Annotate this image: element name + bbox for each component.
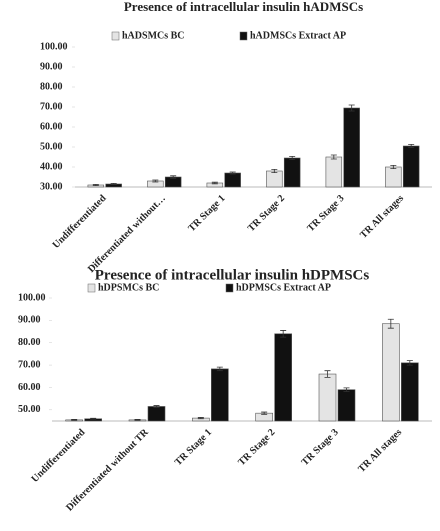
legend-swatch	[111, 31, 120, 41]
x-tick-label: TR All stages	[358, 193, 406, 241]
y-tick-label: 40.00	[40, 161, 63, 172]
bar	[147, 406, 166, 422]
legend-label: hDPSMCs BC	[98, 282, 159, 293]
y-tick-label: 100.00	[18, 292, 46, 303]
error-bar	[211, 181, 218, 185]
error-bar	[289, 156, 296, 160]
legend-swatch	[225, 283, 234, 293]
error-bar	[197, 417, 204, 420]
error-bar	[152, 179, 159, 183]
x-tick-label: TR Stage 3	[305, 193, 346, 234]
bar	[318, 373, 337, 422]
bar	[337, 389, 356, 422]
y-tick-label: 60.00	[40, 121, 63, 132]
error-bar	[134, 419, 141, 421]
error-bar	[324, 370, 331, 378]
error-bar	[229, 171, 236, 175]
error-bar	[408, 144, 415, 148]
chart-title: Presence of intracellular insulin hDPMSC…	[95, 267, 370, 283]
x-tick-label: TR Stage 3	[300, 427, 341, 468]
error-bar	[71, 419, 78, 421]
y-tick-label: 50.00	[18, 404, 41, 415]
error-bar	[271, 169, 278, 173]
bar	[343, 107, 360, 188]
x-tick-label: TR All stages	[356, 427, 404, 475]
x-tick-label: TR Stage 1	[173, 427, 214, 468]
bar	[211, 368, 229, 422]
error-bar	[153, 405, 160, 408]
y-tick-label: 60.00	[18, 382, 41, 393]
x-tick-label: Undifferentiated	[51, 193, 109, 251]
y-tick-label: 90.00	[18, 315, 41, 326]
bar	[402, 145, 420, 188]
bar	[401, 362, 419, 422]
x-tick-label: TR Stage 2	[246, 193, 287, 234]
y-tick-label: 90.00	[40, 61, 63, 72]
x-tick-label: TR Stage 2	[236, 427, 277, 468]
error-bar	[387, 318, 394, 329]
bar	[325, 156, 343, 188]
error-bar	[390, 165, 397, 169]
error-bar	[90, 417, 97, 420]
bar	[385, 166, 402, 188]
error-bar	[110, 183, 117, 185]
legend-label: hDPMSCs Extract AP	[236, 282, 331, 293]
y-tick-label: 70.00	[18, 359, 41, 370]
error-bar	[343, 387, 350, 392]
error-bar	[170, 175, 177, 179]
error-bar	[261, 411, 268, 415]
bar	[224, 172, 241, 188]
y-tick-label: 80.00	[40, 81, 63, 92]
error-bar	[330, 154, 337, 160]
x-tick-label: Undifferentiated	[29, 427, 87, 485]
bar	[382, 323, 400, 422]
legend-label: hADSMCs BC	[122, 30, 185, 41]
error-bar	[406, 360, 413, 366]
y-tick-label: 80.00	[18, 337, 41, 348]
error-bar	[216, 366, 223, 372]
y-tick-label: 30.00	[40, 181, 63, 192]
legend-swatch	[239, 31, 248, 41]
legend-label: hADMSCs Extract AP	[250, 30, 346, 41]
x-tick-label: TR Stage 1	[186, 193, 227, 234]
error-bar	[280, 330, 287, 338]
y-tick-label: 70.00	[40, 101, 63, 112]
legend-swatch	[87, 283, 96, 293]
bar	[266, 170, 283, 188]
bar	[283, 157, 301, 188]
y-tick-label: 50.00	[40, 141, 63, 152]
y-tick-label: 100.00	[40, 41, 68, 52]
bar	[274, 333, 292, 422]
error-bar	[92, 184, 99, 186]
error-bar	[348, 104, 355, 112]
chart-title: Presence of intracellular insulin hADMSC…	[124, 0, 363, 14]
